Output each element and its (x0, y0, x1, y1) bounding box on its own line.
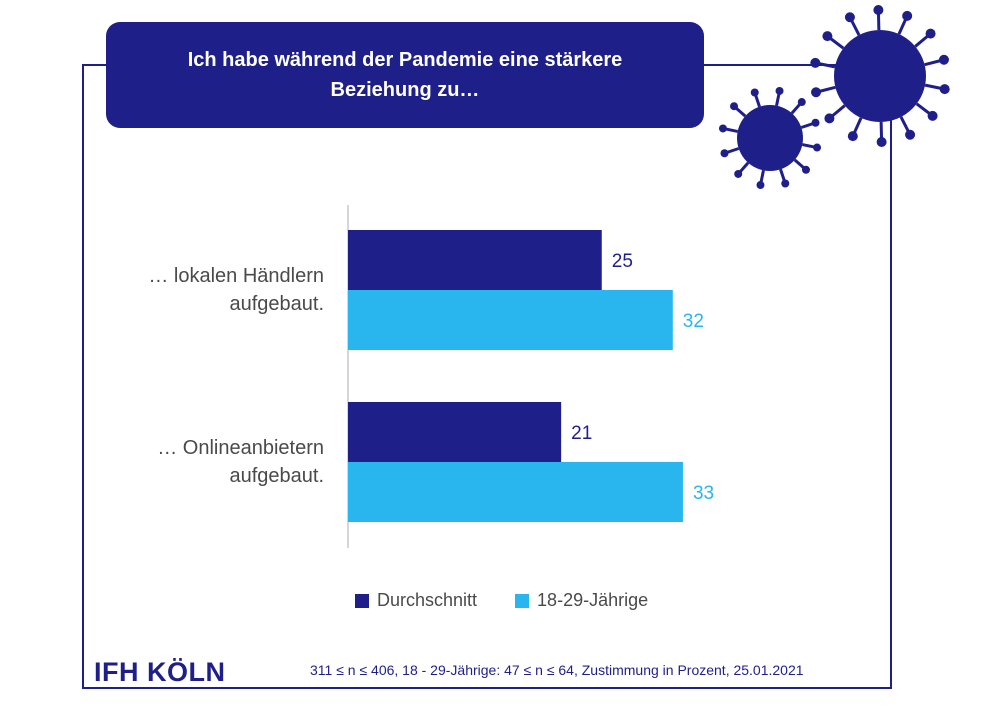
chart-title-line-1: Ich habe während der Pandemie eine stärk… (187, 49, 623, 71)
coronavirus-icon-large (810, 5, 950, 147)
title-banner: Ich habe während der Pandemie eine stärk… (106, 22, 704, 128)
bar-18-29-1 (348, 462, 683, 522)
coronavirus-icon-small (718, 86, 822, 190)
legend-item-18-29: 18-29-Jährige (515, 590, 648, 611)
bar-durchschnitt-1 (348, 402, 562, 462)
brand-logo: IFH KÖLN (94, 657, 226, 687)
data-label-18-29-0: 32 (683, 311, 704, 332)
data-label-18-29-1: 33 (693, 483, 714, 504)
chart-title-line-2: Beziehung zu… (330, 79, 480, 101)
footnote: 311 ≤ n ≤ 406, 18 - 29-Jährige: 47 ≤ n ≤… (310, 662, 804, 678)
category-label-onlineanbieter: … Onlineanbietern aufgebaut. (64, 434, 324, 490)
chart-title: Ich habe während der Pandemie eine stärk… (155, 45, 655, 105)
legend-swatch-18-29 (515, 593, 530, 608)
category-label-line-1: … Onlineanbietern (157, 437, 324, 459)
category-label-line-1: … lokalen Händlern (148, 265, 324, 287)
bar-durchschnitt-0 (348, 230, 602, 290)
legend-label-durchschnitt: Durchschnitt (377, 590, 478, 610)
category-label-line-2: aufgebaut. (229, 293, 324, 315)
bar-18-29-0 (348, 290, 673, 350)
data-label-durchschnitt-0: 25 (612, 251, 633, 272)
category-label-line-2: aufgebaut. (229, 465, 324, 487)
legend-label-18-29: 18-29-Jährige (537, 590, 649, 610)
legend-swatch-durchschnitt (355, 593, 369, 608)
data-label-durchschnitt-1: 21 (571, 423, 592, 444)
legend: Durchschnitt 18-29-Jährige (355, 590, 686, 611)
legend-item-durchschnitt: Durchschnitt (355, 590, 477, 611)
category-label-lokale-haendler: … lokalen Händlern aufgebaut. (64, 262, 324, 318)
